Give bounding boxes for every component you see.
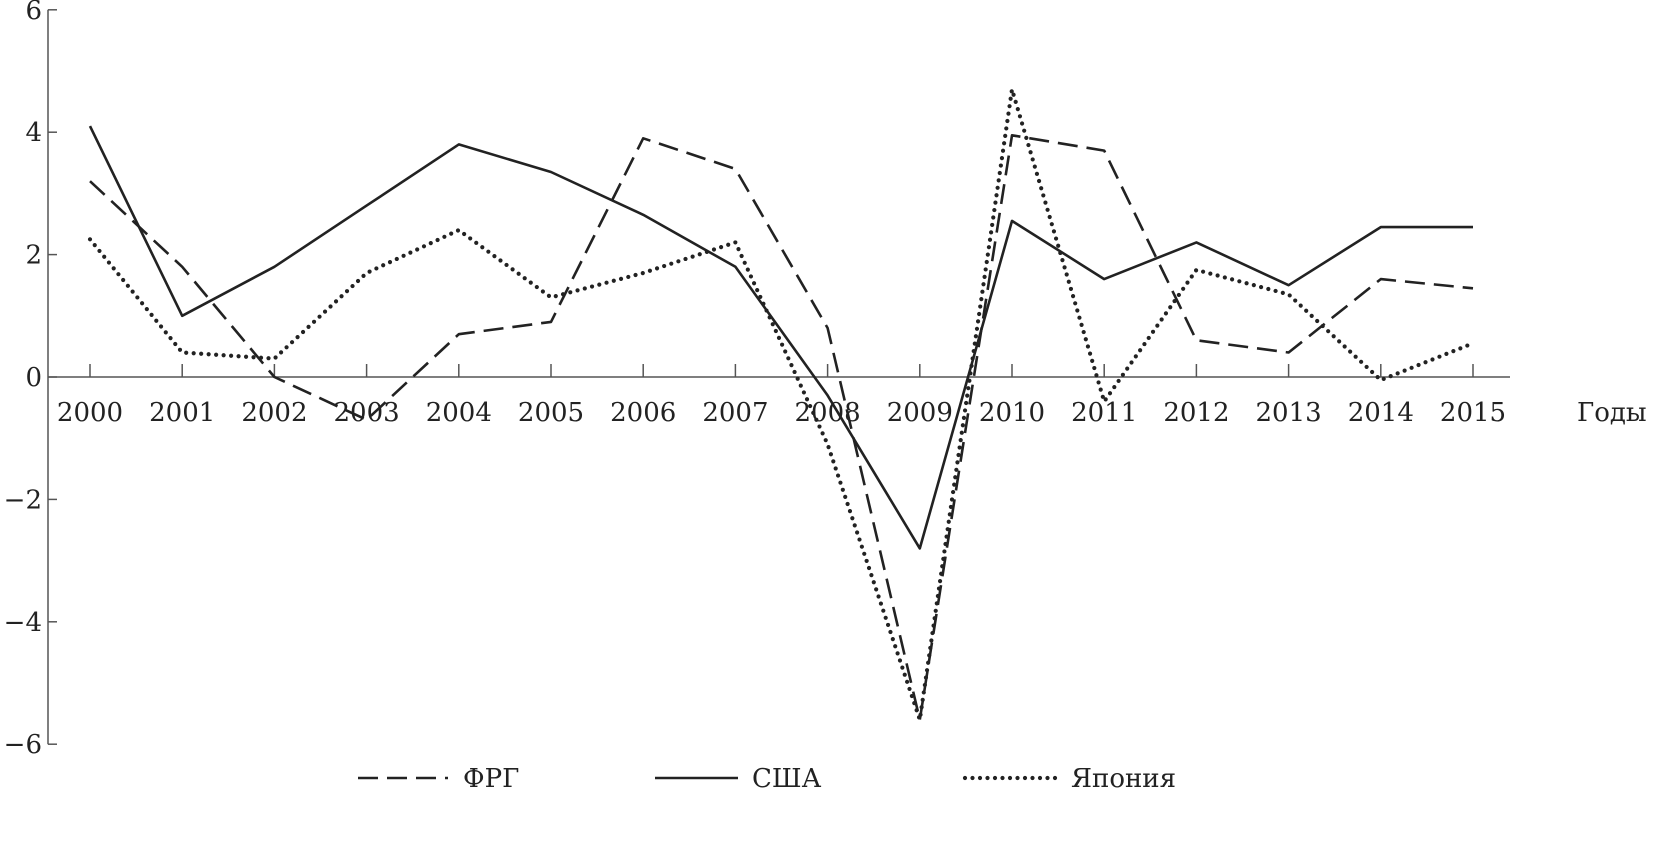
x-tick-label: 2011 <box>1071 398 1137 428</box>
y-tick-label: −2 <box>4 485 42 515</box>
series-line-3 <box>87 87 1476 722</box>
legend-item: ФРГ <box>358 764 519 794</box>
x-axis-title: Годы <box>1577 398 1647 428</box>
x-tick-label: 2014 <box>1348 398 1414 428</box>
x-tick-label: 2013 <box>1256 398 1322 428</box>
axes <box>47 9 1510 745</box>
y-tick-label: 4 <box>25 118 42 148</box>
x-tick-label: 2003 <box>334 398 400 428</box>
tick-labels: 6 4 2 0 −2 −4 −6 2000 2001 2002 2003 2004 2005 2006 20… <box>4 0 1647 760</box>
x-tick-label: 2010 <box>979 398 1045 428</box>
legend-item: Япония <box>962 764 1176 794</box>
x-tick-label: 2000 <box>57 398 123 428</box>
x-tick-label: 2012 <box>1163 398 1229 428</box>
x-tick-label: 2002 <box>241 398 307 428</box>
x-tick-label: 2007 <box>702 398 768 428</box>
legend: ФРГ США Япония <box>358 764 1176 794</box>
x-tick-label: 2005 <box>518 398 584 428</box>
y-tick-label: 0 <box>25 363 42 393</box>
x-tick-label: 2009 <box>887 398 953 428</box>
legend-label: Япония <box>1071 764 1176 794</box>
legend-label: ФРГ <box>463 764 519 794</box>
x-tick-label: 2001 <box>149 398 215 428</box>
x-tick-label: 2015 <box>1440 398 1506 428</box>
x-tick-label: 2004 <box>426 398 492 428</box>
series-lines <box>87 87 1476 722</box>
y-tick-label: −6 <box>4 730 42 760</box>
x-tick-label: 2006 <box>610 398 676 428</box>
series-line-2 <box>88 125 1473 550</box>
y-tick-label: −4 <box>4 608 42 638</box>
y-tick-label: 2 <box>25 241 42 271</box>
series-line-1 <box>89 134 1474 722</box>
legend-item: США <box>655 764 822 794</box>
y-tick-label: 6 <box>25 0 42 26</box>
x-tick-label: 2008 <box>795 398 861 428</box>
legend-label: США <box>752 764 822 794</box>
